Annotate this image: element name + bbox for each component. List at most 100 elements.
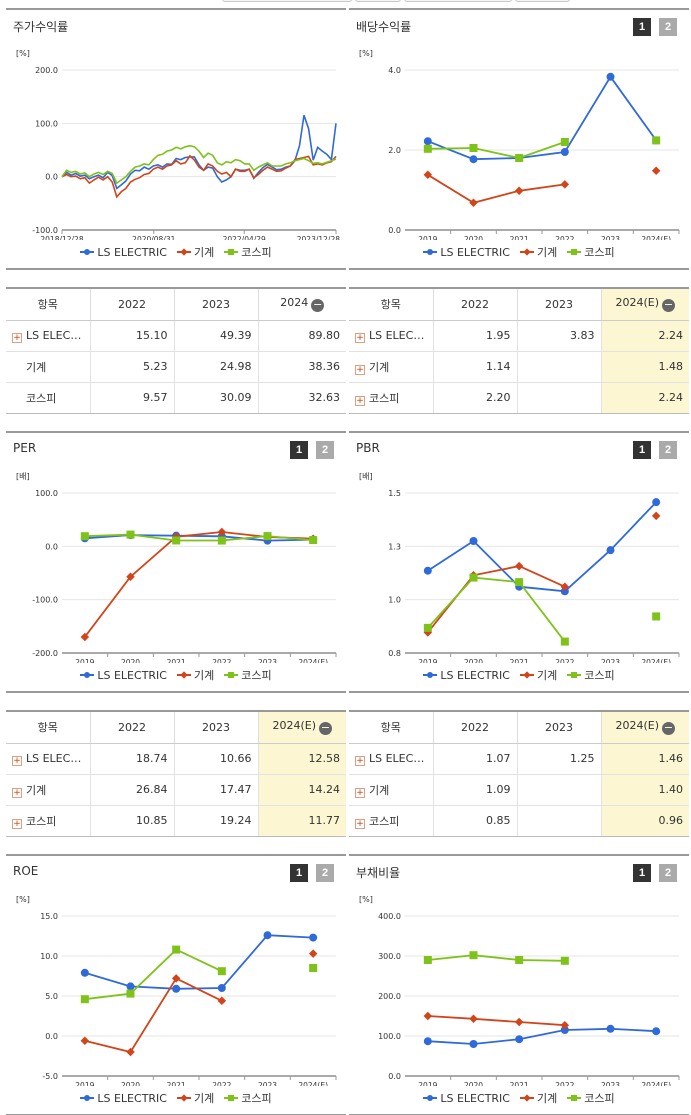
view-2-button[interactable]: 2 xyxy=(316,864,334,882)
toolbar-button[interactable] xyxy=(404,0,512,2)
data-point-ls[interactable] xyxy=(606,72,615,81)
row-label[interactable]: + 코스피 xyxy=(349,805,433,837)
data-point-machinery[interactable] xyxy=(560,1020,570,1030)
legend-item-machinery[interactable]: 기계 xyxy=(176,1090,214,1106)
expand-icon[interactable]: + xyxy=(355,755,365,766)
data-point-ls[interactable] xyxy=(469,1040,478,1048)
data-point-machinery[interactable] xyxy=(80,1036,90,1046)
data-point-machinery[interactable] xyxy=(423,170,433,180)
legend-item-ls[interactable]: LS ELECTRIC xyxy=(423,244,510,260)
data-point-machinery[interactable] xyxy=(469,198,478,208)
expand-icon[interactable]: + xyxy=(12,332,22,343)
view-2-button[interactable]: 2 xyxy=(659,441,677,459)
data-point-machinery[interactable] xyxy=(469,1014,478,1024)
data-point-kospi[interactable] xyxy=(560,637,569,646)
data-point-ls[interactable] xyxy=(469,537,478,545)
legend-item-kospi[interactable]: 코스피 xyxy=(224,244,272,260)
data-point-ls[interactable] xyxy=(172,984,181,993)
data-point-kospi[interactable] xyxy=(309,964,318,972)
data-point-kospi[interactable] xyxy=(172,536,181,545)
data-point-kospi[interactable] xyxy=(217,536,226,545)
legend-item-ls[interactable]: LS ELECTRIC xyxy=(423,667,510,683)
data-point-kospi[interactable] xyxy=(309,536,318,545)
data-point-ls[interactable] xyxy=(560,1026,569,1034)
data-point-machinery[interactable] xyxy=(423,1011,433,1021)
legend-item-kospi[interactable]: 코스피 xyxy=(567,667,615,683)
legend-item-kospi[interactable]: 코스피 xyxy=(567,244,615,260)
row-label[interactable]: + 기계 xyxy=(349,351,433,383)
data-point-ls[interactable] xyxy=(263,931,272,940)
view-1-button[interactable]: 1 xyxy=(633,864,651,882)
data-point-kospi[interactable] xyxy=(469,951,478,960)
data-point-kospi[interactable] xyxy=(652,136,661,145)
row-label[interactable]: + LS ELEC… xyxy=(6,743,90,775)
data-point-ls[interactable] xyxy=(652,1027,661,1036)
data-point-kospi[interactable] xyxy=(469,144,478,152)
data-point-ls[interactable] xyxy=(423,137,432,146)
data-point-kospi[interactable] xyxy=(80,995,89,1004)
data-point-kospi[interactable] xyxy=(560,956,569,965)
legend-item-machinery[interactable]: 기계 xyxy=(176,667,214,683)
view-2-button[interactable]: 2 xyxy=(659,18,677,36)
legend-item-machinery[interactable]: 기계 xyxy=(176,244,214,260)
collapse-icon[interactable]: − xyxy=(662,721,676,736)
collapse-icon[interactable]: − xyxy=(662,298,676,313)
legend-item-kospi[interactable]: 코스피 xyxy=(224,667,272,683)
data-point-ls[interactable] xyxy=(652,498,661,507)
data-point-kospi[interactable] xyxy=(515,956,524,964)
data-point-kospi[interactable] xyxy=(80,532,89,541)
row-label[interactable]: + 기계 xyxy=(349,774,433,806)
row-label[interactable]: + LS ELEC… xyxy=(349,320,433,352)
legend-item-machinery[interactable]: 기계 xyxy=(519,667,557,683)
collapse-icon[interactable]: − xyxy=(319,721,333,736)
view-1-button[interactable]: 1 xyxy=(633,18,651,36)
legend-item-ls[interactable]: LS ELECTRIC xyxy=(80,244,167,260)
data-point-kospi[interactable] xyxy=(126,530,135,539)
data-point-ls[interactable] xyxy=(515,1035,524,1044)
legend-item-kospi[interactable]: 코스피 xyxy=(224,1090,272,1106)
expand-icon[interactable]: + xyxy=(12,818,22,829)
data-point-ls[interactable] xyxy=(217,984,226,992)
view-1-button[interactable]: 1 xyxy=(290,441,308,459)
view-2-button[interactable]: 2 xyxy=(316,441,334,459)
data-point-kospi[interactable] xyxy=(652,612,661,621)
data-point-ls[interactable] xyxy=(560,148,569,156)
collapse-icon[interactable]: − xyxy=(311,298,325,313)
data-point-ls[interactable] xyxy=(606,1024,615,1033)
data-point-machinery[interactable] xyxy=(514,186,524,196)
view-1-button[interactable]: 1 xyxy=(633,441,651,459)
data-point-machinery[interactable] xyxy=(514,561,524,571)
data-point-ls[interactable] xyxy=(606,546,615,555)
expand-icon[interactable]: + xyxy=(12,787,22,798)
expand-icon[interactable]: + xyxy=(355,787,365,798)
legend-item-machinery[interactable]: 기계 xyxy=(519,244,557,260)
row-label[interactable]: + LS ELEC… xyxy=(6,320,90,352)
expand-icon[interactable]: + xyxy=(355,364,365,375)
toolbar-button[interactable] xyxy=(222,0,352,2)
data-point-machinery[interactable] xyxy=(308,949,318,958)
toolbar-button[interactable] xyxy=(515,0,570,2)
data-point-ls[interactable] xyxy=(309,933,318,942)
data-point-kospi[interactable] xyxy=(515,578,524,587)
data-point-kospi[interactable] xyxy=(469,573,478,582)
row-label[interactable]: + LS ELEC… xyxy=(349,743,433,775)
legend-item-ls[interactable]: LS ELECTRIC xyxy=(80,1090,167,1106)
data-point-ls[interactable] xyxy=(423,1037,432,1046)
data-point-kospi[interactable] xyxy=(560,138,569,146)
toolbar-button[interactable] xyxy=(355,0,401,2)
data-point-machinery[interactable] xyxy=(514,1017,524,1027)
data-point-kospi[interactable] xyxy=(172,945,181,954)
data-point-ls[interactable] xyxy=(126,982,135,991)
row-label[interactable]: + 기계 xyxy=(6,774,90,806)
expand-icon[interactable]: + xyxy=(355,332,365,343)
data-point-ls[interactable] xyxy=(469,155,478,164)
data-point-kospi[interactable] xyxy=(126,989,135,998)
data-point-kospi[interactable] xyxy=(423,623,432,632)
data-point-machinery[interactable] xyxy=(126,1047,135,1057)
expand-icon[interactable]: + xyxy=(355,395,365,406)
data-point-machinery[interactable] xyxy=(171,974,181,983)
view-1-button[interactable]: 1 xyxy=(290,864,308,882)
data-point-kospi[interactable] xyxy=(515,154,524,162)
legend-item-kospi[interactable]: 코스피 xyxy=(567,1090,615,1106)
data-point-kospi[interactable] xyxy=(217,967,226,976)
